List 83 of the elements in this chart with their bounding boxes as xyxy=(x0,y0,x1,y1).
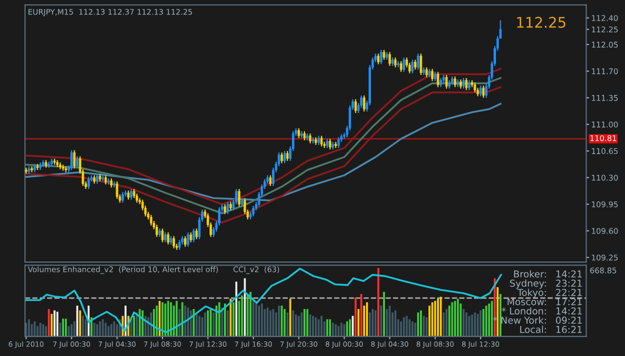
annotation: Sydney: xyxy=(510,279,546,289)
candlestick xyxy=(116,180,118,200)
annotation: 09:21 xyxy=(556,316,582,324)
candlestick xyxy=(425,66,428,78)
candlestick xyxy=(166,232,170,246)
candlestick xyxy=(482,85,485,98)
candlestick xyxy=(377,53,380,65)
candlestick xyxy=(190,232,192,243)
candlestick xyxy=(161,228,164,243)
candlestick xyxy=(434,71,436,82)
candlestick xyxy=(286,150,289,162)
annotation: 22:21 xyxy=(556,288,582,296)
candlestick xyxy=(362,94,366,112)
candlestick xyxy=(382,49,386,60)
candlestick xyxy=(326,138,328,149)
candlestick xyxy=(431,68,434,82)
candlestick xyxy=(156,224,158,238)
candlestick xyxy=(122,192,124,204)
candlestick xyxy=(76,156,78,170)
candlestick xyxy=(468,80,470,91)
candlestick xyxy=(226,201,229,215)
candlestick xyxy=(195,228,198,240)
candlestick xyxy=(416,53,420,70)
candlestick xyxy=(224,204,226,215)
candlestick xyxy=(400,60,402,72)
candlestick xyxy=(178,239,181,250)
candlestick xyxy=(136,193,138,204)
candlestick xyxy=(420,53,422,76)
candlestick xyxy=(172,236,176,249)
annotation: Tokyo: xyxy=(517,288,546,298)
candlestick xyxy=(388,52,391,66)
candlestick xyxy=(474,82,476,93)
candlestick xyxy=(280,152,283,164)
candlestick xyxy=(402,56,406,72)
candlestick xyxy=(454,76,456,88)
candlestick xyxy=(436,71,440,88)
candlestick xyxy=(127,190,130,200)
candlestick xyxy=(186,232,190,248)
candlestick xyxy=(445,74,448,90)
candlestick xyxy=(414,59,416,70)
candlestick xyxy=(460,78,462,90)
annotation: Moscow: xyxy=(508,298,546,306)
candlestick xyxy=(303,130,306,141)
candlestick xyxy=(411,59,414,74)
candlestick xyxy=(87,176,90,190)
annotation: 17:21 xyxy=(556,298,582,306)
candlestick xyxy=(465,77,468,91)
candlestick xyxy=(354,98,357,114)
annotation: Broker: xyxy=(514,270,546,278)
candlestick xyxy=(462,77,465,90)
candlestick xyxy=(394,56,397,68)
candlestick xyxy=(150,214,152,226)
candlestick xyxy=(70,150,73,171)
candlestick xyxy=(440,77,442,88)
candlestick xyxy=(318,135,320,146)
candlestick xyxy=(164,232,166,243)
annotation: 16:21 xyxy=(556,326,582,334)
candlestick xyxy=(184,236,186,248)
annotation: * London: xyxy=(502,307,546,315)
candlestick xyxy=(269,174,272,187)
candlestick xyxy=(298,128,300,139)
candlestick xyxy=(337,136,340,149)
candlestick xyxy=(110,178,113,188)
candlestick xyxy=(104,174,107,186)
line-series xyxy=(25,102,502,202)
candlestick xyxy=(479,85,482,97)
candlestick xyxy=(283,150,286,164)
candlestick xyxy=(328,138,332,150)
candlestick xyxy=(380,49,382,65)
candlestick xyxy=(130,188,132,200)
candlestick xyxy=(320,135,323,147)
candlestick xyxy=(132,188,136,199)
annotation: Local: xyxy=(520,326,546,334)
candlestick xyxy=(192,228,195,243)
candlestick xyxy=(73,150,76,170)
candlestick xyxy=(308,132,312,144)
annotation: 14:21 xyxy=(556,270,582,278)
annotation: 112.25 xyxy=(517,16,566,28)
annotation: 14:21 xyxy=(556,307,582,314)
candlestick xyxy=(252,205,255,217)
candlestick xyxy=(96,173,98,184)
candlestick xyxy=(238,188,240,208)
annotation: 23:21 xyxy=(556,280,582,287)
